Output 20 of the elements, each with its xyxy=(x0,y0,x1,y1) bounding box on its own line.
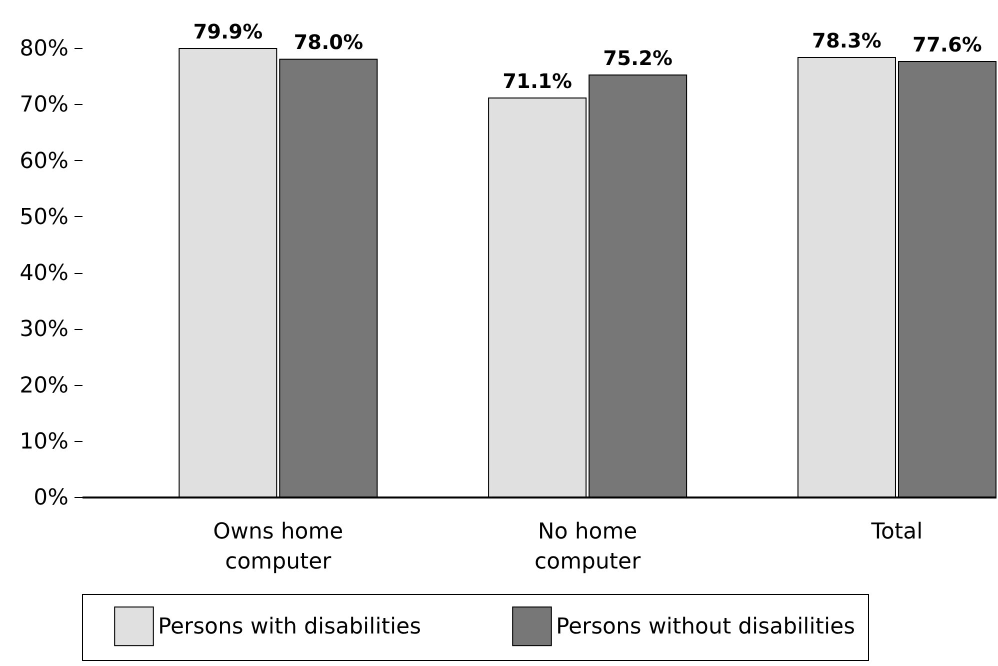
y-tick-label: 20% xyxy=(20,373,68,398)
x-tick-label: Total xyxy=(870,520,923,544)
y-tick-label: 40% xyxy=(20,261,68,286)
data-label: 78.3% xyxy=(812,28,882,53)
y-tick-label: 30% xyxy=(20,317,68,342)
y-tick-label: 60% xyxy=(20,148,68,174)
legend-label: Persons without disabilities xyxy=(556,614,856,640)
y-tick-label: 80% xyxy=(20,36,68,62)
x-tick-label: Owns home computer xyxy=(213,520,344,574)
data-label: 75.2% xyxy=(603,46,673,70)
y-tick-label: 10% xyxy=(20,429,68,454)
y-tick-label: 0% xyxy=(34,486,68,510)
data-label: 78.0% xyxy=(294,30,364,54)
y-tick-label: 70% xyxy=(20,92,68,118)
legend-label: Persons with disabilities xyxy=(158,614,422,640)
y-tick-label: 50% xyxy=(20,204,68,230)
data-label: 77.6% xyxy=(912,32,982,56)
data-label: 71.1% xyxy=(502,68,572,93)
data-label: 79.9% xyxy=(193,20,263,44)
x-tick-label: No home computer xyxy=(534,520,642,574)
